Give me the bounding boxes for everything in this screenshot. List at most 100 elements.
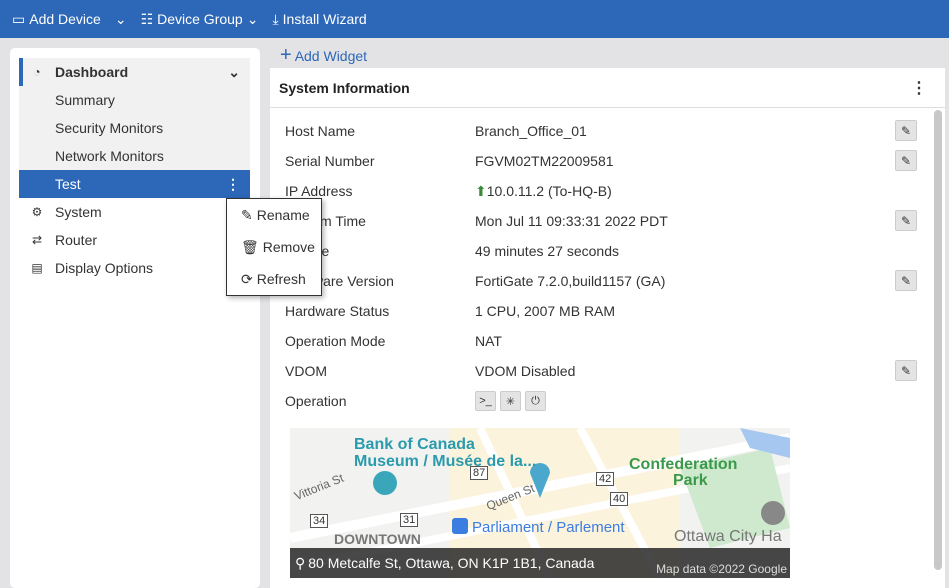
add-device-label: Add Device [29,11,101,27]
sidebar-label: Display Options [55,260,154,276]
sidebar-item-security-monitors[interactable]: Security Monitors [19,114,250,142]
edit-button[interactable]: ✎ [895,150,917,171]
add-widget-label: Add Widget [294,47,368,64]
info-value: 49 minutes 27 seconds [475,243,619,259]
widget-title: System Information [279,79,410,96]
device-group-button[interactable]: ☷ Device Group ⌄ [141,11,259,28]
info-row: Firmware Version FortiGate 7.2.0,build115… [285,266,925,296]
info-value: Branch_Office_01 [475,123,587,139]
scrollbar[interactable] [934,110,942,570]
edit-button[interactable]: ✎ [895,210,917,231]
sidebar-label: Network Monitors [55,148,164,164]
sidebar-label: Router [55,232,98,248]
widget-menu-icon[interactable]: ⋮ [911,80,927,97]
sidebar-item-summary[interactable]: Summary [19,86,250,114]
sidebar: ◔ Dashboard ⌄ Summary Security Monitors Ne… [10,48,260,588]
sidebar-label: Dashboard [55,64,129,80]
info-value: FGVM02TM22009581 [475,153,614,169]
device-group-label: Device Group [157,11,243,27]
pencil-icon: ✎ [900,273,912,288]
map-label: Bank of Canada [354,436,475,453]
sidebar-item-test[interactable]: Test ⋮ [19,170,250,198]
shutdown-button[interactable]: ⏻ [525,391,546,411]
pencil-icon: ✎ [900,213,912,228]
info-row: Hardware Status 1 CPU, 2007 MB RAM [285,296,925,326]
info-label: Hardware Status [285,303,390,319]
chevron-down-icon: ⌄ [246,10,259,27]
sidebar-label: Test [55,176,81,192]
map-label: Ottawa City Ha [674,528,782,545]
info-row: IP Address ⬆ 10.0.11.2 (To-HQ-B) [285,176,925,206]
up-arrow-icon: ⬆ [475,182,487,199]
top-toolbar: ▭ Add Device ⌄ ☷ Device Group ⌄ ⤓ Install Wiz… [0,0,949,38]
menu-label: Refresh [256,271,306,287]
info-row: Operation Mode NAT [285,326,925,356]
info-row: VDOM VDOM Disabled [285,356,925,386]
install-wizard-label: Install Wizard [282,11,367,27]
map-route-shield: 34 [310,514,329,528]
restart-button[interactable]: ✳ [500,391,521,411]
chevron-down-icon: ⌄ [228,63,240,80]
device-icon: ▭ [12,10,26,27]
install-wizard-button[interactable]: ⤓ Install Wizard [272,11,366,28]
map-address: 80 Metcalfe St, Ottawa, ON K1P 1B1, Cana… [308,555,595,571]
map-label: Confederation [629,456,738,473]
add-device-button[interactable]: ▭ Add Device ⌄ [12,11,127,28]
info-row: Uptime49 minutes 27 seconds [285,236,925,266]
info-value: 1 CPU, 2007 MB RAM [475,303,616,319]
download-icon: ⤓ [272,10,279,27]
list-icon: ▤ [31,261,43,275]
sidebar-item-dashboard[interactable]: ◔ Dashboard ⌄ [19,58,250,86]
dashboard-gauge-icon: ◔ [33,65,41,79]
cli-console-button[interactable]: >_ [475,391,496,411]
map-route-shield: 87 [470,466,489,480]
map-label: Museum / Musée de la... [354,453,537,470]
pencil-icon: ✎ [900,123,912,138]
info-value: 10.0.11.2 (To-HQ-B) [486,183,612,199]
info-value: NAT [475,333,502,349]
pencil-icon: ✎ [241,206,253,223]
info-value: VDOM Disabled [475,363,576,379]
location-map[interactable]: Bank of Canada Museum / Musée de la... C… [290,428,790,578]
sidebar-item-router[interactable]: ⇄ Router [19,226,250,254]
router-arrows-icon: ⇄ [31,233,43,247]
info-row: Operation >_ ✳ ⏻ [285,386,925,416]
chevron-down-icon[interactable]: ⌄ [114,10,127,27]
pencil-icon: ✎ [900,153,912,168]
trash-icon: 🗑 [241,238,259,255]
system-information-widget: System Information ⋮ Host Name Branch_Off… [270,68,945,588]
edit-button[interactable]: ✎ [895,360,917,381]
map-route-shield: 31 [400,513,419,527]
info-row: Serial Number FGVM02TM22009581 [285,146,925,176]
add-widget-button[interactable]: + Add Widget [280,44,367,67]
map-label: DOWNTOWN [334,531,421,547]
menu-label: Rename [256,207,310,223]
sidebar-item-system[interactable]: ⚙ System [19,198,250,226]
info-label: Serial Number [285,153,375,169]
plus-icon: + [280,44,292,66]
sidebar-item-display-options[interactable]: ▤ Display Options [19,254,250,282]
map-address-bar: ⚲ 80 Metcalfe St, Ottawa, ON K1P 1B1, Can… [290,548,790,578]
info-row: Host Name Branch_Office_01 [285,116,925,146]
map-background [290,428,790,578]
map-attribution: Map data ©2022 Google [656,562,787,576]
edit-button[interactable]: ✎ [895,120,917,141]
refresh-icon: ⟳ [241,270,253,287]
sidebar-label: Security Monitors [55,120,164,136]
menu-item-rename[interactable]: ✎ Rename [227,199,321,231]
menu-item-refresh[interactable]: ⟳ Refresh [227,263,321,295]
info-value: FortiGate 7.2.0,build1157 (GA) [475,273,666,289]
edit-button[interactable]: ✎ [895,270,917,291]
map-route-shield: 40 [610,492,629,506]
sidebar-label: System [55,204,102,220]
info-label: IP Address [285,183,353,199]
map-pin-icon: ⚲ [295,554,306,571]
context-menu: ✎ Rename 🗑 Remove ⟳ Refresh [226,198,322,296]
menu-item-remove[interactable]: 🗑 Remove [227,231,321,263]
kebab-menu-icon[interactable]: ⋮ [226,175,240,192]
pencil-icon: ✎ [900,363,912,378]
menu-label: Remove [262,239,315,255]
info-label: Operation [285,393,347,409]
info-label: Host Name [285,123,356,139]
sidebar-item-network-monitors[interactable]: Network Monitors [19,142,250,170]
